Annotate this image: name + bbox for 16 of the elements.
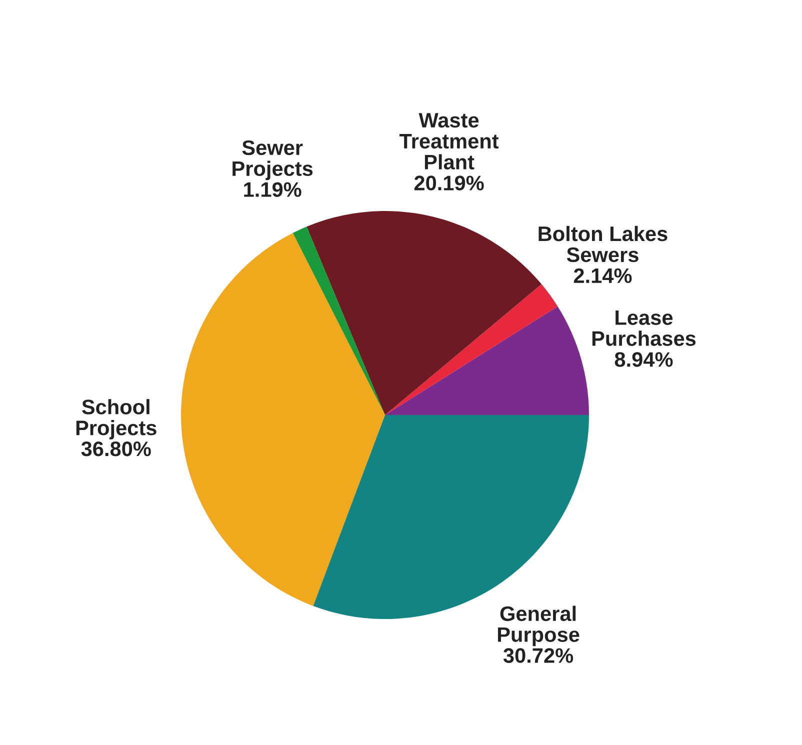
data-label: 30.72%	[503, 648, 574, 663]
slice-label: School Projects	[76, 399, 156, 440]
data-label: 8.94%	[614, 352, 673, 367]
slice-label: Sewer Projects	[232, 140, 313, 180]
pie-slice	[292, 226, 385, 415]
data-label: 1.19%	[244, 182, 302, 197]
pie-slice	[385, 306, 589, 415]
slice-label: Lease Purchases	[592, 310, 696, 346]
pie-slice	[385, 284, 558, 415]
slice-label: Bolton Lakes Sewers	[538, 226, 668, 262]
data-label: 2.14%	[574, 268, 632, 284]
slice-label: Waste Treatment Plant	[399, 113, 499, 170]
slice-label: General Purpose	[498, 606, 580, 646]
data-label: 36.80%	[81, 441, 151, 456]
pie-slice	[181, 233, 385, 606]
data-label: 20.19%	[414, 176, 484, 190]
